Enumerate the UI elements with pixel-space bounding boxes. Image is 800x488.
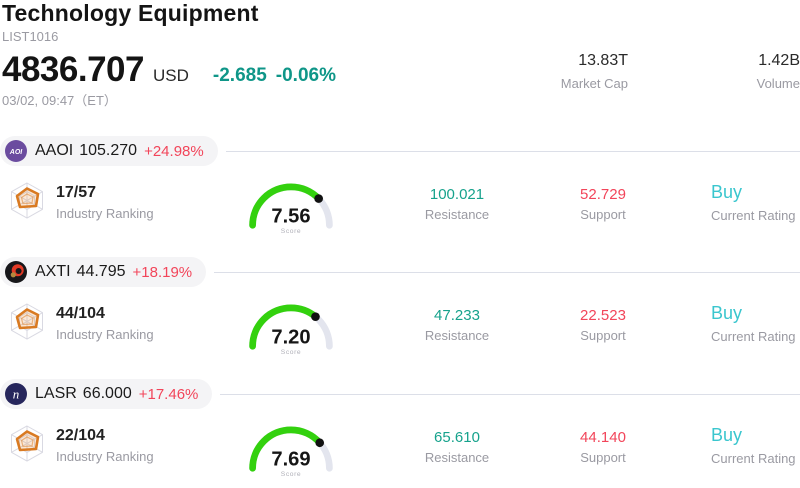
support-metric: 44.140 Support — [528, 429, 678, 465]
resistance-value: 47.233 — [434, 307, 480, 324]
stock-pill-axti[interactable]: AXTI 44.795 +18.19% — [0, 257, 207, 287]
industry-ranking-block: 44/104 Industry Ranking — [8, 303, 154, 343]
rating-block: Buy Current Rating — [711, 425, 796, 466]
score-gauge: 7.69 Score — [243, 419, 339, 481]
stock-row-lasr: n LASR 66.000 +17.46% 22/104 Industry Ran… — [0, 379, 800, 487]
rating-label: Current Rating — [711, 329, 796, 344]
ranking-label: Industry Ranking — [56, 206, 154, 221]
index-change-value: -2.685 — [212, 65, 267, 86]
resistance-metric: 65.610 Resistance — [382, 429, 532, 465]
stock-row-body: 17/57 Industry Ranking 7.56 Score 100.02… — [0, 182, 800, 254]
volume-stat: 1.42B Volume — [757, 52, 800, 91]
ticker-change: +17.46% — [138, 385, 199, 403]
industry-ranking-block: 17/57 Industry Ranking — [8, 182, 154, 222]
resistance-label: Resistance — [424, 328, 490, 343]
index-change-percent: -0.06% — [275, 65, 336, 86]
index-change: -2.685 -0.06% — [213, 65, 336, 87]
stock-row-body: 44/104 Industry Ranking 7.20 Score 47.23… — [0, 303, 800, 375]
ticker-price: AAOI 105.270 — [35, 142, 138, 159]
stock-pill-lasr[interactable]: n LASR 66.000 +17.46% — [0, 379, 213, 409]
resistance-metric: 47.233 Resistance — [382, 307, 532, 343]
rating-label: Current Rating — [711, 451, 796, 466]
svg-text:7.56: 7.56 — [271, 205, 310, 227]
volume-label: Volume — [756, 76, 800, 91]
score-gauge: 7.56 Score — [243, 176, 339, 238]
radar-chart-icon — [8, 301, 46, 343]
ticker-price: AXTI 44.795 — [35, 263, 126, 280]
ranking-label: Industry Ranking — [56, 327, 154, 342]
support-label: Support — [580, 207, 626, 222]
rating-value[interactable]: Buy — [711, 182, 743, 202]
support-value: 52.729 — [580, 186, 626, 203]
support-label: Support — [580, 328, 626, 343]
ranking-value: 44/104 — [56, 305, 105, 322]
support-value: 22.523 — [580, 307, 626, 324]
radar-chart-icon — [8, 180, 46, 222]
support-metric: 22.523 Support — [528, 307, 678, 343]
svg-text:Score: Score — [281, 471, 301, 478]
ranking-value: 17/57 — [56, 184, 97, 201]
rating-value[interactable]: Buy — [711, 425, 743, 445]
svg-text:Score: Score — [281, 228, 301, 235]
stock-pill-aaoi[interactable]: AOI AAOI 105.270 +24.98% — [0, 136, 218, 166]
svg-text:AOI: AOI — [9, 149, 24, 156]
ticker-change: +18.19% — [132, 263, 193, 281]
row-divider — [214, 271, 800, 273]
svg-text:7.69: 7.69 — [271, 448, 310, 470]
index-price: 4836.707 — [2, 50, 144, 89]
axti-logo-icon — [5, 261, 27, 283]
stock-row-header: AOI AAOI 105.270 +24.98% — [0, 136, 800, 166]
resistance-label: Resistance — [424, 450, 490, 465]
market-cap-label: Market Cap — [560, 76, 628, 91]
list-id: LIST1016 — [2, 29, 59, 44]
support-value: 44.140 — [580, 429, 626, 446]
volume-value: 1.42B — [758, 52, 800, 69]
ranking-label: Industry Ranking — [56, 449, 154, 464]
timestamp: 03/02, 09:47（ET） — [2, 93, 117, 108]
resistance-value: 65.610 — [434, 429, 480, 446]
resistance-metric: 100.021 Resistance — [382, 186, 532, 222]
index-price-row: 4836.707 USD -2.685 -0.06% — [2, 50, 336, 90]
aaoi-logo-icon: AOI — [5, 140, 27, 162]
stock-row-header: n LASR 66.000 +17.46% — [0, 379, 800, 409]
industry-ranking-block: 22/104 Industry Ranking — [8, 425, 154, 465]
rating-block: Buy Current Rating — [711, 303, 796, 344]
resistance-value: 100.021 — [429, 186, 485, 203]
radar-chart-icon — [8, 423, 46, 465]
svg-text:7.20: 7.20 — [271, 326, 310, 348]
stock-row-axti: AXTI 44.795 +18.19% 44/104 Industry Ranki… — [0, 257, 800, 365]
stock-row-header: AXTI 44.795 +18.19% — [0, 257, 800, 287]
resistance-label: Resistance — [424, 207, 490, 222]
stock-row-aaoi: AOI AAOI 105.270 +24.98% 17/57 Industry R… — [0, 136, 800, 244]
row-divider — [225, 150, 800, 152]
row-divider — [220, 393, 800, 395]
ticker-price: LASR 66.000 — [35, 385, 132, 402]
market-cap-stat: 13.83T Market Cap — [561, 52, 628, 91]
support-metric: 52.729 Support — [528, 186, 678, 222]
page-title: Technology Equipment — [2, 0, 259, 26]
rating-label: Current Rating — [711, 208, 796, 223]
lasr-logo-icon: n — [5, 383, 27, 405]
market-cap-value: 13.83T — [578, 52, 628, 69]
support-label: Support — [580, 450, 626, 465]
rating-value[interactable]: Buy — [711, 303, 743, 323]
ticker-change: +24.98% — [144, 142, 204, 160]
stock-row-body: 22/104 Industry Ranking 7.69 Score 65.61… — [0, 425, 800, 488]
score-gauge: 7.20 Score — [243, 297, 339, 359]
currency-label: USD — [152, 66, 189, 85]
svg-text:Score: Score — [281, 349, 301, 356]
svg-text:n: n — [13, 387, 20, 402]
rating-block: Buy Current Rating — [711, 182, 796, 223]
ranking-value: 22/104 — [56, 427, 105, 444]
